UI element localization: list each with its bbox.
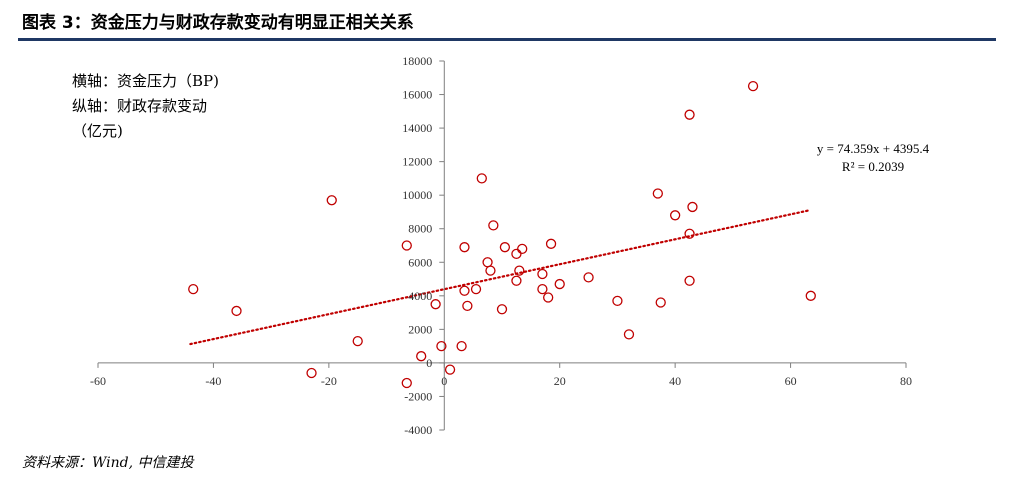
data-point — [499, 242, 511, 253]
trendline-equation: y = 74.359x + 4395.4 — [817, 141, 930, 156]
data-point — [687, 201, 698, 213]
data-point — [623, 329, 635, 340]
data-point — [416, 351, 427, 362]
trendline-r2: R² = 0.2039 — [842, 159, 904, 174]
x-tick-label: 20 — [554, 374, 566, 388]
data-point — [545, 238, 557, 249]
y-axis-note-line2: （亿元) — [72, 122, 123, 140]
y-tick-label: 16000 — [402, 88, 432, 102]
data-point — [482, 257, 493, 268]
data-point — [747, 81, 759, 92]
data-point — [485, 265, 496, 276]
trendline — [189, 209, 809, 346]
data-point — [537, 283, 548, 295]
data-point — [554, 278, 565, 290]
data-point — [470, 283, 482, 295]
data-point — [188, 283, 199, 295]
data-point — [459, 285, 470, 296]
y-tick-label: 4000 — [408, 289, 432, 303]
data-point — [652, 188, 663, 199]
figure-title: 图表 3：资金压力与财政存款变动有明显正相关关系 — [22, 13, 414, 33]
data-point — [496, 304, 508, 315]
x-tick-label: -40 — [205, 374, 221, 388]
y-tick-label: 6000 — [408, 255, 432, 269]
data-point — [456, 340, 467, 352]
data-point — [805, 290, 816, 301]
data-point — [306, 367, 317, 379]
y-axis-note-line1: 纵轴：财政存款变动 — [72, 97, 208, 115]
data-point — [476, 173, 487, 184]
data-point — [430, 299, 441, 310]
data-point — [401, 240, 412, 251]
title-divider — [18, 38, 996, 41]
x-tick-label: 80 — [900, 374, 912, 388]
y-tick-label: 12000 — [402, 155, 432, 169]
data-point — [511, 275, 522, 286]
data-point — [231, 305, 242, 317]
x-tick-label: 0 — [441, 374, 447, 388]
source-note: 资料来源：Wind, 中信建投 — [22, 455, 194, 471]
x-tick-label: -20 — [321, 374, 337, 388]
data-point — [401, 377, 412, 389]
data-point — [655, 297, 666, 308]
data-point — [514, 265, 525, 276]
data-point — [462, 300, 473, 312]
data-point — [543, 292, 554, 303]
data-point — [488, 220, 499, 231]
x-tick-label: 60 — [785, 374, 797, 388]
trend-layer — [189, 209, 809, 346]
data-point — [684, 109, 695, 120]
x-tick-label: -60 — [90, 374, 106, 388]
data-point — [537, 268, 548, 280]
y-tick-label: 0 — [426, 356, 432, 370]
data-point — [612, 295, 623, 307]
data-point — [352, 335, 363, 347]
data-point — [684, 275, 695, 286]
y-tick-label: 2000 — [408, 322, 432, 336]
data-point — [684, 228, 695, 239]
data-point — [583, 272, 594, 283]
data-point — [511, 248, 522, 260]
y-tick-label: -4000 — [404, 423, 432, 437]
data-point — [326, 195, 337, 206]
data-point — [517, 243, 528, 255]
data-point — [436, 340, 447, 352]
y-tick-label: -2000 — [404, 389, 432, 403]
axes-layer: -60 -40 -20 0 20 40 60 80 -4000 -2000 0 2000 4000 600… — [90, 54, 912, 437]
data-point — [669, 210, 681, 221]
data-point — [444, 364, 456, 375]
y-tick-label: 8000 — [408, 222, 432, 236]
y-tick-label: 14000 — [402, 121, 432, 135]
points-layer — [188, 81, 816, 389]
x-axis-note: 横轴：资金压力（BP) — [72, 72, 219, 90]
y-tick-label: 10000 — [402, 188, 432, 202]
y-tick-label: 18000 — [402, 54, 432, 68]
x-tick-label: 40 — [669, 374, 681, 388]
data-point — [459, 242, 470, 253]
